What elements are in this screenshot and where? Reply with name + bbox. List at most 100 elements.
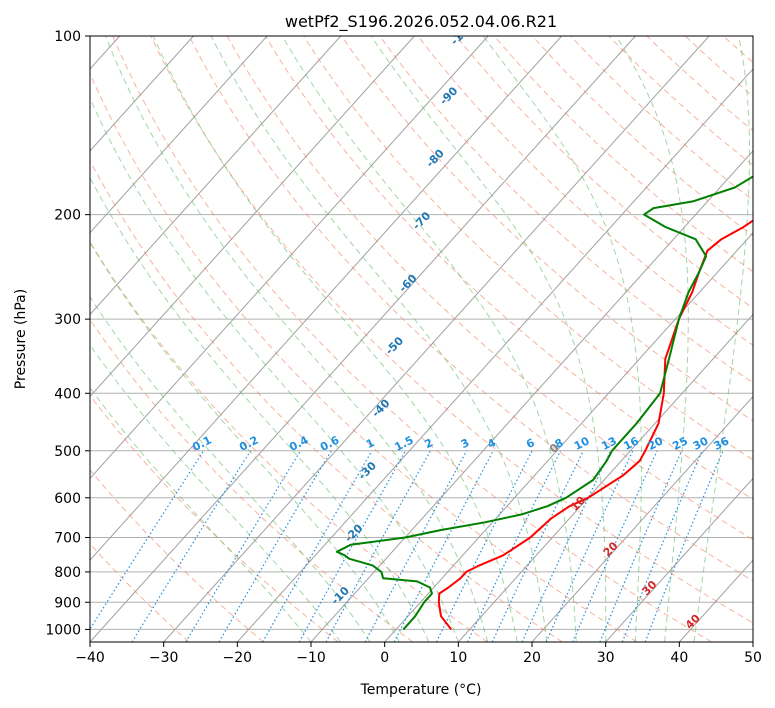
mixing-ratio-line [364,450,468,642]
mixing-ratio-label: 6 [524,436,537,451]
dry-adiabat-label: 20 [601,539,621,559]
dry-adiabat-line [379,36,753,384]
x-axis-ticks: −40 −30 −20 −10 0 10 20 30 40 50 [75,642,762,666]
dry-adiabat-line [417,36,753,346]
mixing-ratio-line [521,450,612,642]
mixing-ratio-line [491,450,584,642]
mixing-ratio-line [262,450,373,642]
dry-adiabat-label: -60 [396,272,419,295]
moist-adiabat-line [90,343,341,642]
x-tick-label: 0 [380,650,389,666]
x-tick-label: −10 [296,650,326,666]
mixing-ratio-lines [90,450,724,642]
mixing-ratio-label: 30 [691,434,711,453]
x-tick-label: −30 [149,650,179,666]
moist-adiabat-line [615,36,689,642]
mixing-ratio-label: 10 [572,434,592,453]
isotherm-line [236,68,753,642]
dewpoint-profile [335,175,753,631]
dry-adiabat-line [90,543,190,642]
y-tick-label: 900 [54,595,81,611]
plot-area: 0.1 0.2 0.4 0.6 1 1.5 2 3 4 6 8 10 13 16 20 25 30 36-100-… [90,19,753,642]
isotherm-line [90,36,563,561]
y-tick-label: 1000 [45,622,81,638]
mixing-ratio-line [90,450,205,631]
isotherm-line [90,36,268,234]
dry-adiabat-line [112,36,712,642]
mixing-ratio-label: 25 [670,434,690,453]
dry-adiabat-label: -100 [448,19,477,48]
y-tick-label: 500 [54,444,81,460]
mixing-ratio-label: 20 [646,434,666,453]
isotherm-line [163,36,710,642]
mixing-ratio-line [572,450,658,642]
x-tick-label: 40 [670,650,688,666]
y-tick-label: 800 [54,565,81,581]
isotherm-grid [90,36,753,642]
mixing-ratio-line [644,450,724,642]
dry-adiabat-label: -30 [356,459,379,482]
y-tick-label: 300 [54,312,81,328]
mixing-ratio-line [466,450,562,642]
y-axis-label: Pressure (hPa) [13,289,29,389]
dry-adiabat-label: -40 [369,396,392,419]
x-tick-label: 10 [449,650,467,666]
moist-adiabats [90,36,750,642]
dry-adiabat-line [90,240,488,642]
moist-adiabat-line [90,96,459,642]
mixing-ratio-label: 2 [422,436,435,451]
mixing-ratio-label: 16 [621,434,641,453]
dry-adiabat-line [90,72,638,642]
isotherm-line [457,313,753,642]
moist-adiabat-line [210,36,548,642]
isotherm-line [384,232,753,642]
mixing-ratio-line [599,450,683,642]
isotherm-line [531,395,753,642]
isopleth-labels: 0.1 0.2 0.4 0.6 1 1.5 2 3 4 6 8 10 13 16 20 25 30 36-100-… [190,19,732,632]
mixing-ratio-line [185,450,302,642]
mixing-ratio-line [435,450,533,642]
x-tick-label: 20 [523,650,541,666]
moist-adiabat-line [90,387,312,642]
isotherm-line [605,477,753,642]
dry-adiabat-label: 10 [568,493,588,513]
x-tick-label: −20 [223,650,253,666]
x-tick-label: −40 [75,650,105,666]
dry-adiabat-line [90,394,339,642]
isotherm-line [90,36,636,642]
y-tick-label: 100 [54,29,81,45]
mixing-ratio-line [621,450,703,642]
dry-adiabat-line [455,36,753,309]
moist-adiabat-line [482,36,642,642]
mixing-ratio-label: 13 [599,434,619,453]
isotherm-line [678,559,753,642]
dry-adiabat-line [646,36,753,132]
dry-adiabat-line [684,36,753,97]
temperature-profile [437,219,753,631]
y-axis-ticks: 100 200 300 400 500 600 700 800 900 1000 [45,29,90,638]
isotherm-line [310,150,753,642]
chart-title: wetPf2_S196.2026.052.04.06.R21 [285,12,557,32]
dry-adiabat-line [90,469,264,642]
dry-adiabats [90,36,753,642]
dry-adiabat-label: -90 [437,84,460,107]
moist-adiabat-line [370,36,607,642]
x-axis-label: Temperature (°C) [360,682,482,698]
isobar-grid [90,36,753,630]
y-tick-label: 700 [54,531,81,547]
isotherm-line [90,36,342,316]
y-tick-label: 200 [54,208,81,224]
moist-adiabat-line [281,36,577,642]
plot-frame [89,35,754,643]
y-tick-label: 400 [54,386,81,402]
dry-adiabat-line [90,159,563,642]
dry-adiabat-line [150,36,753,624]
moist-adiabat-line [152,36,518,642]
y-tick-label: 600 [54,491,81,507]
isotherm-line [90,36,489,480]
sounding-series [335,175,753,631]
mixing-ratio-line [131,450,252,642]
mixing-ratio-label: 36 [712,434,732,453]
moist-adiabat-line [105,36,489,642]
